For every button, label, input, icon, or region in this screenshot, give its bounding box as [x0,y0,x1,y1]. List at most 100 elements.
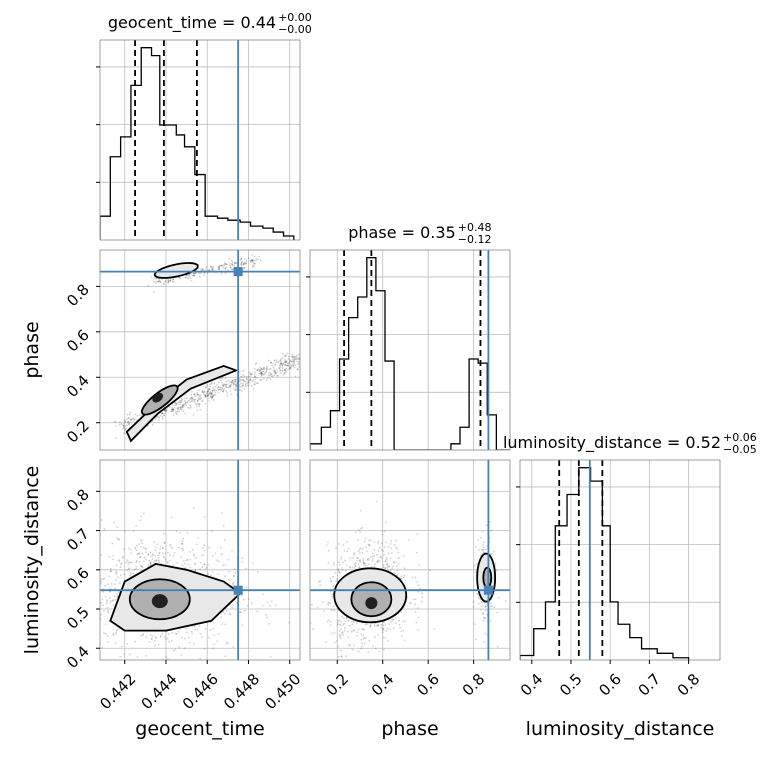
sample-point [204,395,207,398]
sample-point [200,268,203,270]
sample-point [490,553,492,556]
sample-point [241,624,244,626]
sample-point [253,263,256,265]
sample-point [258,370,261,373]
sample-point [170,639,173,642]
sample-point [200,397,203,399]
sample-point [245,567,248,570]
sample-point [226,263,228,266]
sample-point [58,591,60,593]
sample-point [374,647,377,650]
sample-point [273,360,276,362]
sample-point [481,549,483,551]
sample-point [270,361,273,364]
sample-point [129,418,132,421]
sample-point [161,412,164,415]
sample-point [182,549,184,552]
sample-point [198,625,201,628]
sample-point [155,417,157,419]
sample-point [484,606,487,609]
sample-point [188,399,190,402]
sample-point [202,391,205,394]
sample-point [319,584,321,587]
sample-point [281,370,284,372]
sample-point [277,361,279,364]
sample-point [294,355,297,358]
sample-point [234,383,237,386]
sample-point [290,355,293,357]
sample-point [116,628,119,631]
sample-point [213,394,215,397]
x-tick-label-phase: 0.4 [368,670,398,700]
sample-point [285,361,288,364]
sample-point [210,393,213,396]
sample-point [361,642,363,645]
sample-point [109,601,112,604]
sample-point [327,601,330,604]
sample-point [217,386,220,388]
sample-point [269,378,272,380]
sample-point [179,399,181,402]
sample-point [391,552,393,555]
sample-point [218,265,221,268]
sample-point [56,610,58,612]
sample-point [373,625,376,627]
sample-point [225,266,228,269]
sample-point [325,641,327,644]
sample-point [164,410,167,413]
sample-point [279,369,282,372]
sample-point [482,620,485,622]
sample-point [240,257,243,260]
sample-point [263,373,266,375]
sample-point [219,386,222,389]
sample-point [189,558,192,561]
sample-point [207,390,210,393]
sample-point [126,418,128,421]
sample-point [403,567,406,570]
sample-point [371,559,374,562]
density-peak [151,594,168,609]
sample-point [115,633,118,635]
sample-point [341,655,343,658]
sample-point [396,548,398,550]
sample-point [247,384,250,387]
sample-point [240,378,243,381]
sample-point [342,633,344,636]
sample-point [187,274,190,277]
sample-point [204,394,207,396]
sample-point [279,372,282,374]
sample-point [243,263,245,266]
sample-point [142,546,145,549]
sample-point [242,378,245,381]
sample-point [213,388,216,391]
sample-point [217,392,220,394]
sample-point [100,554,103,556]
sample-point [232,382,235,384]
sample-point [199,398,202,401]
sample-point [367,559,369,562]
sample-point [417,629,419,632]
sample-point [197,397,200,400]
sample-point [221,384,224,387]
sample-point [129,561,132,564]
sample-point [338,571,341,574]
sample-point [172,649,175,652]
sample-point [158,419,161,421]
sample-point [186,400,189,403]
sample-point [411,576,414,579]
sample-point [174,401,177,404]
sample-point [261,373,263,376]
sample-point [129,574,131,576]
sample-point [158,551,161,554]
sample-point [334,571,337,574]
sample-point [253,255,256,258]
sample-point [363,562,366,565]
sample-point [201,390,204,393]
sample-point [233,581,235,584]
sample-point [180,401,183,404]
sample-point [493,550,496,553]
sample-point [274,370,276,373]
sample-point [122,424,124,426]
sample-point [189,566,192,569]
sample-point [256,369,259,372]
